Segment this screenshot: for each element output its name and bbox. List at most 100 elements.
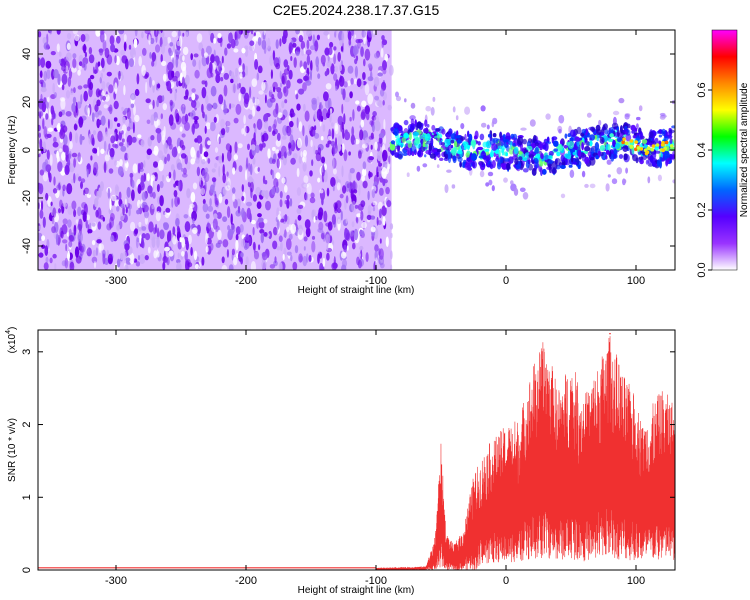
noise-cell [144, 73, 149, 80]
signal-cell [553, 148, 558, 152]
signal-cell [630, 124, 636, 131]
signal-cell [446, 138, 452, 146]
noise-cell [354, 58, 358, 65]
noise-cell [361, 175, 365, 182]
noise-cell [74, 246, 80, 258]
signal-cell [560, 165, 566, 169]
noise-cell [310, 192, 315, 199]
noise-cell [71, 179, 74, 184]
noise-cell [222, 173, 226, 184]
noise-cell [248, 162, 251, 172]
noise-cell [374, 244, 379, 252]
noise-cell [157, 119, 161, 126]
noise-cell [339, 39, 343, 47]
noise-cell [258, 244, 261, 251]
signal-cell [481, 122, 487, 128]
noise-cell [252, 105, 256, 117]
noise-cell [157, 83, 161, 89]
noise-cell [83, 189, 86, 196]
noise-cell [254, 59, 259, 70]
snr-y-tick-label: 1 [21, 494, 33, 500]
noise-cell [209, 198, 212, 207]
noise-cell [144, 233, 151, 241]
noise-cell [272, 81, 278, 90]
noise-cell [66, 183, 73, 195]
noise-cell [217, 60, 223, 72]
noise-cell [358, 184, 361, 196]
noise-cell [220, 127, 226, 136]
signal-cell [594, 142, 600, 151]
noise-cell [304, 219, 311, 229]
signal-cell [499, 132, 502, 139]
noise-cell [97, 130, 103, 142]
noise-cell [378, 170, 383, 178]
noise-cell [78, 218, 83, 231]
signal-cell [638, 105, 643, 112]
signal-cell [444, 153, 449, 158]
noise-cell [234, 141, 238, 154]
signal-hotspot [629, 144, 634, 149]
noise-cell [263, 113, 269, 123]
noise-cell [378, 66, 384, 72]
noise-cell [73, 123, 78, 131]
signal-cell [606, 159, 612, 165]
noise-cell [137, 134, 142, 139]
noise-cell [261, 260, 267, 270]
noise-cell [141, 31, 144, 39]
noise-cell [199, 175, 202, 186]
signal-cell [625, 167, 628, 174]
noise-cell [350, 188, 354, 200]
signal-cell [444, 184, 449, 194]
noise-cell [99, 76, 103, 84]
signal-cell [589, 183, 596, 189]
noise-cell [176, 40, 180, 47]
signal-cell [529, 119, 536, 127]
noise-cell [161, 60, 167, 67]
noise-cell [347, 65, 354, 74]
noise-cell [88, 133, 91, 145]
noise-cell [137, 199, 141, 209]
noise-cell [156, 236, 160, 248]
noise-cell [238, 82, 241, 89]
noise-cell [240, 252, 244, 258]
noise-cell [109, 147, 115, 158]
signal-cell [497, 159, 502, 165]
noise-cell [124, 159, 129, 172]
snr-x-label: Height of straight line (km) [298, 585, 415, 596]
signal-cell [504, 139, 510, 143]
noise-cell [381, 35, 385, 41]
noise-cell [45, 164, 52, 173]
noise-cell [286, 194, 290, 200]
noise-cell [94, 197, 99, 208]
noise-cell [279, 70, 282, 80]
noise-cell [367, 30, 374, 38]
noise-cell [312, 129, 316, 137]
noise-cell [161, 135, 166, 145]
noise-cell [113, 117, 118, 122]
signal-cell [556, 151, 561, 157]
noise-cell [184, 154, 188, 165]
signal-cell [661, 128, 666, 137]
noise-cell [305, 193, 308, 201]
snr-y-ticks: 0 1 2 3 [21, 349, 675, 573]
noise-cell [314, 111, 318, 119]
noise-cell [157, 150, 164, 159]
noise-cell [129, 252, 135, 265]
noise-cell [158, 159, 164, 172]
noise-cell [328, 47, 333, 56]
noise-cell [331, 122, 334, 127]
noise-cell [86, 214, 91, 221]
noise-cell [108, 104, 113, 115]
noise-cell [233, 48, 239, 53]
noise-cell [205, 213, 210, 219]
noise-cell [292, 261, 298, 270]
signal-cell [505, 152, 509, 157]
signal-cell [472, 161, 476, 169]
signal-cell [497, 145, 502, 150]
noise-cell [93, 261, 97, 269]
noise-cell [86, 168, 89, 178]
noise-cell [117, 166, 124, 176]
noise-cell [351, 200, 357, 213]
noise-cell [80, 181, 83, 189]
signal-cell [397, 146, 400, 154]
